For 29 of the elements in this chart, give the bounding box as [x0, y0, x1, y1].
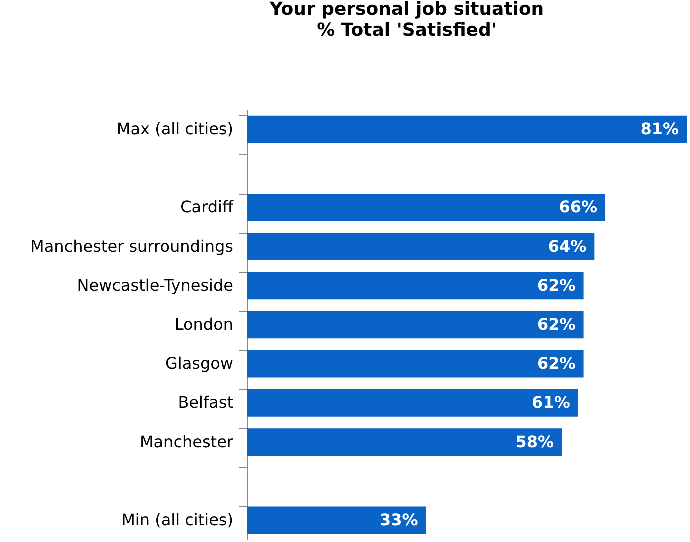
- y-tick-label: Belfast: [178, 393, 234, 412]
- bar: [247, 233, 595, 260]
- bar: [247, 311, 584, 339]
- data-label: 62%: [537, 354, 576, 374]
- bar: [247, 194, 606, 222]
- data-label: 58%: [516, 432, 554, 452]
- bar: [247, 506, 426, 534]
- y-tick-label: Newcastle-Tyneside: [77, 276, 234, 295]
- data-label: 64%: [548, 236, 587, 256]
- chart-subtitle: % Total 'Satisfied': [317, 20, 497, 41]
- y-tick-label: Manchester: [140, 432, 234, 452]
- bar: [247, 428, 562, 456]
- y-tick-label: Glasgow: [165, 354, 234, 374]
- data-label: 33%: [380, 510, 418, 530]
- data-label: 66%: [559, 198, 598, 217]
- chart-title: Your personal job situation: [268, 0, 544, 20]
- bar: [247, 272, 584, 300]
- bar: [247, 350, 584, 378]
- y-tick-label: Min (all cities): [122, 510, 234, 530]
- y-tick-label: Max (all cities): [116, 120, 234, 139]
- y-tick-label: London: [174, 315, 234, 334]
- y-tick-label: Cardiff: [180, 198, 234, 217]
- bar: [247, 390, 578, 417]
- bar: [247, 116, 687, 144]
- data-label: 62%: [537, 276, 576, 295]
- data-label: 81%: [640, 120, 679, 139]
- y-tick-label: Manchester surroundings: [30, 236, 234, 256]
- data-label: 62%: [537, 315, 576, 334]
- data-label: 61%: [532, 393, 570, 412]
